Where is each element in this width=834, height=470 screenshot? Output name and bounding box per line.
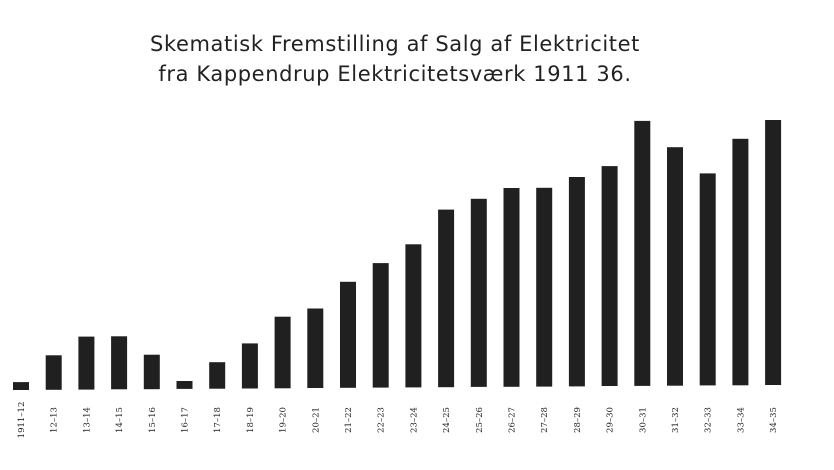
- bar: [209, 362, 226, 389]
- bar: [274, 316, 291, 389]
- bar: [634, 120, 651, 386]
- bar: [699, 173, 716, 386]
- bar: [111, 336, 128, 390]
- x-tick-label: 28–29: [573, 407, 583, 433]
- x-tick-label: 26–27: [508, 407, 518, 433]
- bar: [732, 138, 749, 386]
- x-tick-label: 15–16: [148, 407, 158, 433]
- x-tick-label: 34–35: [769, 407, 779, 433]
- x-tick-label: 25–26: [475, 407, 485, 433]
- chart-title: Skematisk Fremstilling af Salg af Elektr…: [150, 32, 640, 56]
- x-tick-label: 31–32: [671, 407, 681, 433]
- bar: [503, 188, 520, 387]
- x-tick-label: 1911–12: [17, 402, 27, 439]
- bar: [78, 336, 95, 390]
- x-tick-label: 17–18: [213, 407, 223, 433]
- x-tick-label: 13–14: [82, 407, 92, 433]
- bar: [241, 343, 258, 389]
- bar: [45, 355, 62, 390]
- x-tick-label: 22–23: [377, 407, 387, 433]
- x-tick-label: 20–21: [311, 407, 321, 433]
- x-tick-label: 14–15: [115, 407, 125, 433]
- bar: [13, 382, 29, 390]
- x-tick-label: 16–17: [181, 407, 191, 433]
- bar: [405, 244, 422, 388]
- x-tick-label: 27–28: [540, 407, 550, 433]
- bar: [765, 120, 782, 385]
- bar: [568, 177, 585, 387]
- bar: [340, 281, 356, 388]
- chart-subtitle: fra Kappendrup Elektricitetsværk 1911 36…: [158, 62, 632, 86]
- x-tick-label: 21–22: [344, 407, 354, 433]
- x-tick-label: 33–34: [736, 407, 746, 433]
- x-tick-label: 19–20: [279, 407, 289, 433]
- bar: [176, 381, 193, 389]
- bar: [372, 263, 389, 388]
- bar: [143, 354, 160, 390]
- x-tick-label: 29–30: [606, 407, 616, 433]
- bar: [667, 147, 683, 386]
- x-tick-label: 32–33: [704, 407, 714, 433]
- x-tick-label: 23–24: [409, 407, 419, 433]
- bar: [601, 166, 618, 386]
- x-tick-label: 24–25: [442, 407, 452, 433]
- bar: [307, 308, 324, 388]
- x-tick-label: 18–19: [246, 407, 256, 433]
- x-tick-label: 30–31: [638, 407, 648, 433]
- bar: [470, 198, 487, 387]
- bars-group: [13, 120, 782, 390]
- bar: [438, 209, 455, 388]
- bar: [536, 187, 553, 387]
- x-tick-label: 12–13: [50, 407, 60, 433]
- tick-labels-group: 1911–12 12–13 13–14 14–15 15–16 16–17 17–18 18–…: [17, 402, 779, 439]
